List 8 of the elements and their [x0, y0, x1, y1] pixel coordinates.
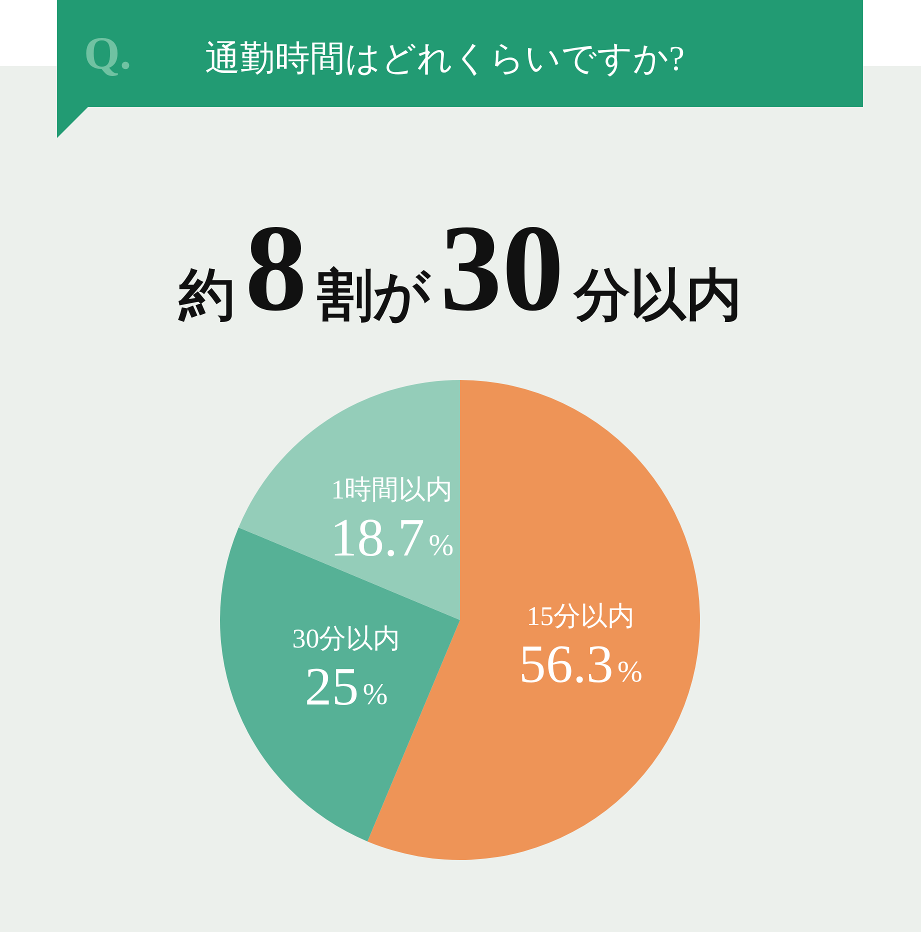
data-label: 25% — [304, 656, 388, 717]
slice-label: 1時間以内 — [331, 474, 453, 505]
text: Q. — [84, 28, 132, 78]
chart-title: 通勤時間はどれくらいですか? — [205, 39, 685, 78]
data-label: 18.7% — [330, 508, 454, 568]
slice-label: 15分以内 — [526, 601, 635, 632]
slice-label: 30分以内 — [292, 624, 400, 654]
data-label: 56.3% — [518, 634, 642, 694]
